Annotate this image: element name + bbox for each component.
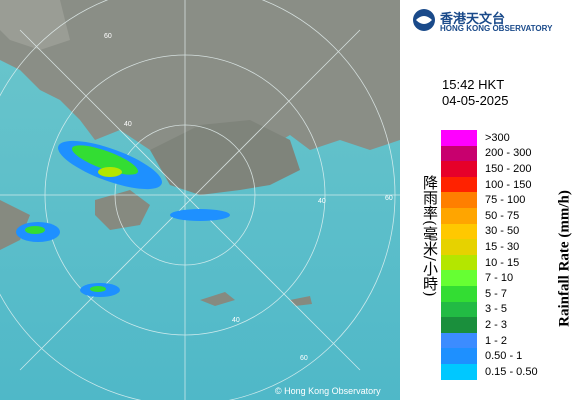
land-west: [0, 200, 30, 250]
legend-swatch: [441, 270, 477, 286]
legend-label: 0.15 - 0.50: [485, 365, 538, 378]
legend-label: 7 - 10: [485, 272, 514, 285]
land-nw: [0, 0, 70, 50]
legend-item: 150 - 200: [441, 161, 538, 177]
legend-label: 5 - 7: [485, 287, 508, 300]
range-rings: [0, 0, 400, 400]
legend-label: 30 - 50: [485, 225, 520, 238]
legend-swatch: [441, 254, 477, 271]
legend-item: 30 - 50: [441, 223, 538, 240]
copyright: © Hong Kong Observatory: [275, 386, 381, 396]
legend-item: 5 - 7: [441, 285, 538, 302]
legend-item: 15 - 30: [441, 239, 538, 255]
legend-swatch: [441, 161, 477, 177]
legend-swatch: [441, 176, 477, 193]
legend: >300 200 - 300 150 - 200 100 - 150 75 - 100 5…: [441, 130, 538, 380]
ring-label: 60: [300, 355, 308, 362]
legend-item: 100 - 150: [441, 176, 538, 193]
legend-label: 50 - 75: [485, 209, 520, 222]
ring-label: 40: [318, 198, 326, 205]
land-hk: [150, 120, 300, 195]
ring-label: 40: [124, 121, 132, 128]
legend-label: 3 - 5: [485, 303, 508, 316]
legend-item: 7 - 10: [441, 270, 538, 286]
legend-swatch: [441, 239, 477, 255]
legend-item: 1 - 2: [441, 332, 538, 349]
legend-item: 2 - 3: [441, 317, 538, 333]
legend-swatch: [441, 192, 477, 208]
legend-item: 3 - 5: [441, 301, 538, 318]
land-north: [0, 0, 400, 150]
legend-item: 0.15 - 0.50: [441, 363, 538, 380]
legend-item: 200 - 300: [441, 145, 538, 162]
radar-echoes: [16, 140, 230, 297]
legend-title-en: Rainfall Rate (mm/h): [556, 190, 573, 327]
ring-label: 60: [385, 195, 393, 202]
island: [95, 190, 150, 230]
legend-swatch: [441, 317, 477, 333]
legend-swatch: [441, 301, 477, 318]
legend-label: 2 - 3: [485, 318, 508, 331]
legend-item: 50 - 75: [441, 207, 538, 224]
logo-title-en: HONG KONG OBSERVATORY: [440, 24, 553, 33]
legend-label: 10 - 15: [485, 256, 520, 269]
legend-item: 10 - 15: [441, 254, 538, 271]
legend-swatch: [441, 130, 477, 146]
legend-swatch: [441, 332, 477, 349]
legend-item: >300: [441, 130, 538, 146]
legend-item: 0.50 - 1: [441, 348, 538, 364]
legend-item: 75 - 100: [441, 192, 538, 208]
legend-label: 0.50 - 1: [485, 350, 523, 363]
logo-icon: [413, 9, 435, 31]
legend-swatch: [441, 145, 477, 162]
ring-label: 40: [232, 317, 240, 324]
legend-swatch: [441, 223, 477, 240]
logo-title-zh: 香港天文台: [440, 11, 506, 26]
legend-title-zh: 降雨率(毫米/小時): [421, 175, 439, 297]
islet: [290, 296, 312, 306]
legend-swatch: [441, 363, 477, 380]
legend-swatch: [441, 348, 477, 364]
legend-label: 1 - 2: [485, 334, 508, 347]
legend-label: 150 - 200: [485, 162, 532, 175]
legend-label: >300: [485, 131, 510, 144]
time: 15:42 HKT: [442, 77, 505, 92]
legend-label: 15 - 30: [485, 240, 520, 253]
radar-map: 60 40 60 40 40 60 © Hong Kong Observator…: [0, 0, 400, 400]
ring-label: 60: [104, 33, 112, 40]
legend-label: 200 - 300: [485, 147, 532, 160]
legend-swatch: [441, 285, 477, 302]
legend-label: 75 - 100: [485, 194, 526, 207]
date: 04-05-2025: [442, 93, 509, 108]
legend-swatch: [441, 207, 477, 224]
islet: [200, 292, 235, 306]
legend-label: 100 - 150: [485, 178, 532, 191]
